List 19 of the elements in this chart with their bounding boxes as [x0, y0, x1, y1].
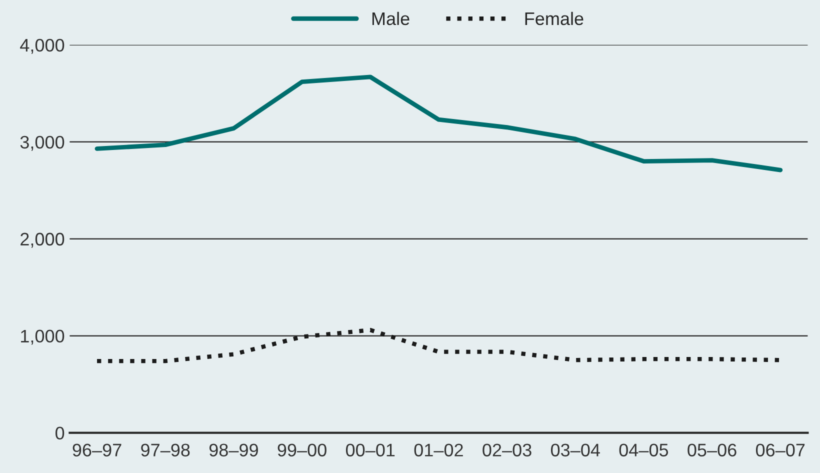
- x-tick-label: 04–05: [619, 444, 668, 456]
- y-tick-label: 2,000: [20, 232, 64, 248]
- x-tick-label: 98–99: [209, 444, 258, 456]
- x-tick-label: 06–07: [756, 444, 805, 456]
- x-tick-label: 99–00: [278, 444, 326, 456]
- y-tick-label: 4,000: [20, 38, 64, 54]
- x-tick-label: 00–01: [346, 444, 395, 456]
- legend-label: Female: [525, 12, 584, 26]
- x-tick-label: 97–98: [141, 444, 190, 456]
- y-tick-label: 0: [56, 426, 64, 440]
- y-tick-label: 1,000: [21, 330, 64, 345]
- x-tick-label: 96–97: [72, 444, 122, 456]
- legend-label: Male: [372, 12, 410, 26]
- x-tick-label: 03–04: [550, 444, 600, 456]
- line-series: [94, 74, 783, 172]
- x-tick-label: 05–06: [688, 444, 736, 456]
- y-tick-label: 3,000: [20, 136, 64, 151]
- x-tick-label: 02–03: [482, 444, 532, 456]
- x-tick-label: 01–02: [414, 444, 463, 456]
